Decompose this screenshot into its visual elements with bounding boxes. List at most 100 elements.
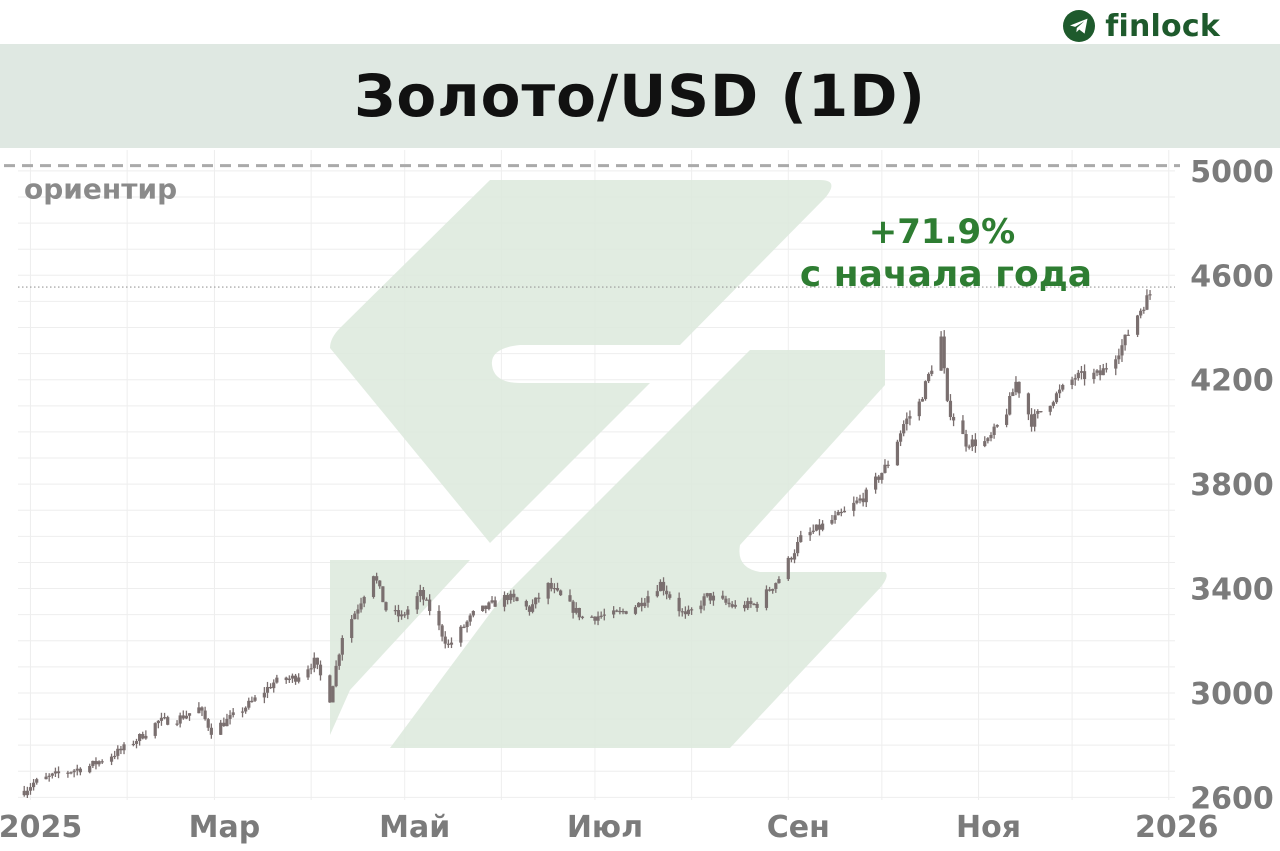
candle xyxy=(995,424,999,428)
x-tick-label: 2025 xyxy=(0,810,82,845)
annotation-line-1: +71.9% xyxy=(869,212,1015,252)
candle xyxy=(297,673,301,684)
logo-watermark xyxy=(330,180,887,748)
candle xyxy=(1142,306,1146,314)
candle xyxy=(25,786,29,799)
candle xyxy=(100,759,104,765)
candle xyxy=(842,506,847,513)
candle xyxy=(546,582,550,605)
candle xyxy=(942,330,946,374)
candle xyxy=(839,508,843,517)
candle xyxy=(56,766,61,779)
candle xyxy=(244,706,248,714)
candle xyxy=(1011,388,1015,397)
candle xyxy=(418,584,422,603)
candle xyxy=(986,437,990,444)
candle xyxy=(858,494,862,504)
candle xyxy=(621,608,625,615)
candle xyxy=(771,588,775,594)
candle xyxy=(774,582,778,593)
candle xyxy=(683,606,687,619)
candle xyxy=(471,610,475,618)
candle xyxy=(312,652,316,673)
candle xyxy=(490,596,494,604)
candle xyxy=(686,605,691,616)
candle xyxy=(820,520,825,532)
candle xyxy=(78,767,82,776)
candle xyxy=(200,706,204,717)
candle xyxy=(69,771,73,775)
candle xyxy=(449,637,454,649)
candle xyxy=(181,710,185,720)
candle xyxy=(658,579,663,592)
candle xyxy=(668,591,672,600)
candle xyxy=(94,757,98,770)
candle xyxy=(764,585,769,611)
annotation-line-2: с начала года xyxy=(800,254,1092,295)
candle xyxy=(306,665,310,680)
candle xyxy=(159,712,164,726)
candle xyxy=(568,589,572,602)
candle xyxy=(131,740,135,747)
candle xyxy=(113,750,117,760)
candle xyxy=(403,611,407,618)
candle xyxy=(506,592,510,605)
y-axis: 2600 3000 3400 3800 4200 4600 5000 xyxy=(1190,155,1274,817)
candle xyxy=(209,723,213,739)
candle xyxy=(512,589,516,602)
candle xyxy=(378,580,382,589)
candle xyxy=(247,697,251,710)
candle xyxy=(811,524,815,534)
candle xyxy=(814,524,818,532)
candle xyxy=(596,611,600,626)
y-tick-label: 3800 xyxy=(1190,468,1274,503)
candle xyxy=(318,660,323,681)
candle xyxy=(927,372,931,384)
candle xyxy=(35,777,39,785)
candle xyxy=(284,676,288,684)
candle xyxy=(1061,383,1065,392)
y-tick-label: 3000 xyxy=(1190,677,1274,712)
candle xyxy=(923,380,928,401)
candle xyxy=(375,572,379,584)
candle xyxy=(930,365,934,377)
candle xyxy=(138,733,142,746)
candle xyxy=(493,596,497,607)
candle xyxy=(1051,400,1055,409)
candle xyxy=(559,589,563,596)
candle xyxy=(362,595,366,608)
candle xyxy=(1026,392,1031,421)
candle xyxy=(47,773,51,782)
candle xyxy=(1114,355,1118,376)
candle xyxy=(231,708,235,718)
candle xyxy=(197,702,201,714)
y-tick-label: 5000 xyxy=(1190,155,1274,190)
candle xyxy=(1017,381,1021,398)
candle xyxy=(1054,391,1059,404)
candle xyxy=(265,681,270,699)
candle xyxy=(902,420,906,437)
candle xyxy=(415,592,419,614)
candle xyxy=(66,770,70,778)
candle xyxy=(886,460,890,469)
candle xyxy=(577,607,581,621)
x-axis: 2025 Мар Май Июл Сен Ноя 2026 xyxy=(0,810,1219,845)
candle xyxy=(895,439,900,466)
candle xyxy=(421,587,426,606)
candle xyxy=(1117,348,1121,365)
candle xyxy=(1123,334,1127,351)
candle xyxy=(571,599,575,619)
candle xyxy=(1036,409,1040,419)
candle xyxy=(711,591,716,606)
candle xyxy=(992,423,996,439)
candle xyxy=(1126,329,1130,336)
candle xyxy=(350,614,354,643)
candle xyxy=(156,720,160,729)
candle xyxy=(552,583,556,594)
candle xyxy=(1008,392,1012,416)
candle xyxy=(799,530,803,543)
candle xyxy=(1058,384,1062,399)
y-tick-label: 3400 xyxy=(1190,573,1274,608)
candle xyxy=(487,601,491,611)
candle xyxy=(746,597,750,611)
